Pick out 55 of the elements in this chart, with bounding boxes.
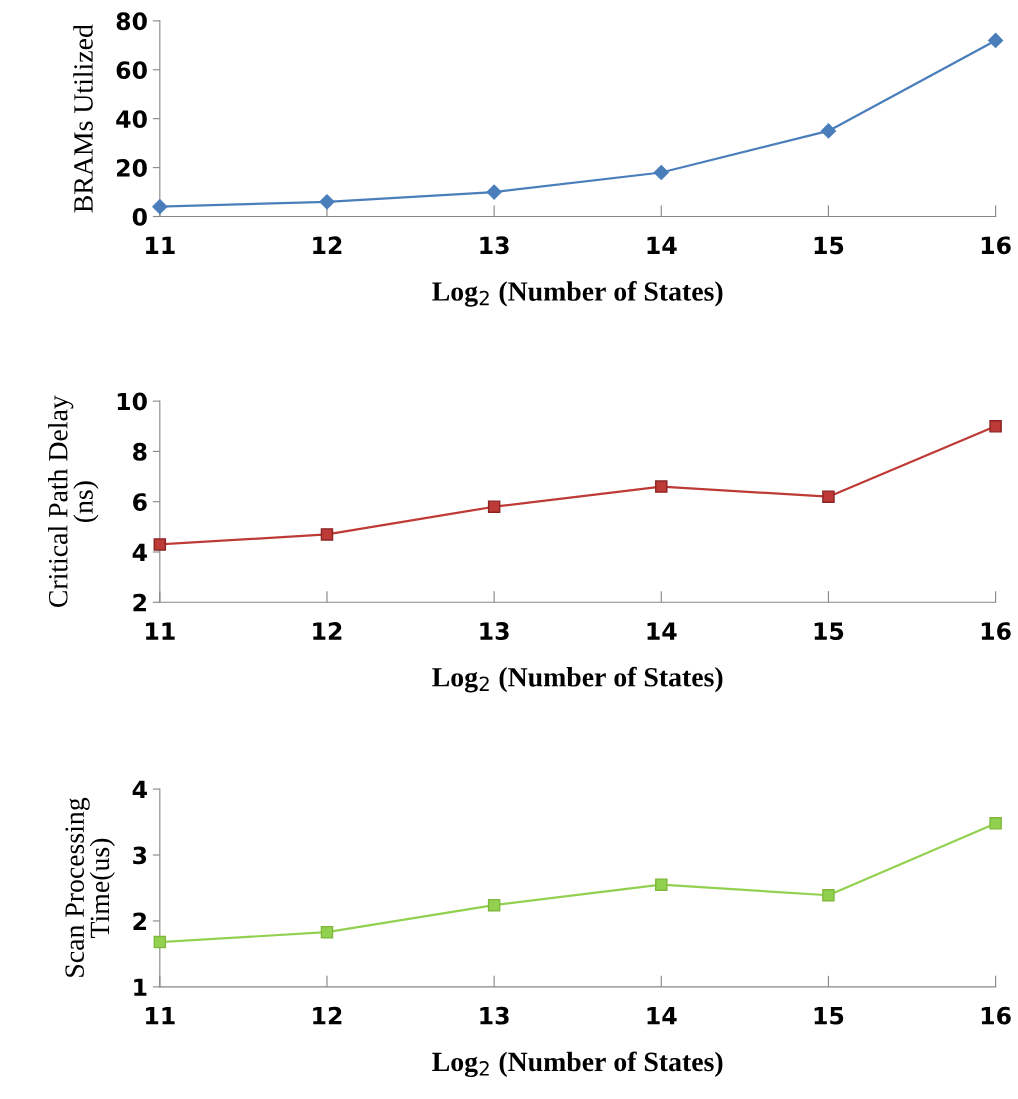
point [988,32,1004,49]
x-tick-label: 11 [146,622,175,640]
y-tick-label: 0 [132,207,147,226]
point [653,164,669,181]
y-tick-label: 40 [116,110,147,128]
y-axis-title: Critical Path Delay (ns) [48,395,99,608]
x-tick-label: 12 [313,1006,342,1025]
y-axis-title: Scan Processing Time(us) [65,797,115,977]
point [153,935,167,949]
point [820,123,837,139]
x-tick-label: 13 [480,1006,509,1025]
y-axis-title: BRAMs Utilized [73,24,93,213]
x-tick-label: 16 [981,622,1011,640]
x-tick-label: 11 [146,236,175,254]
point [320,528,334,541]
point [487,500,501,513]
x-tick-label: 15 [814,622,844,640]
x-axis-title: Log$_{2}$ (Number of States) [432,1051,723,1078]
y-tick-label: 4 [132,780,147,799]
y-tick-label: 2 [133,593,146,612]
x-tick-label: 14 [647,1007,677,1025]
y-tick-label: 3 [133,846,147,865]
y-tick-label: 1 [134,978,147,996]
point [822,888,835,902]
x-tick-label: 14 [647,236,677,254]
x-axis-title: Log$_{2}$ (Number of States) [432,666,723,693]
point [655,878,668,891]
x-tick-label: 15 [814,1007,844,1025]
y-tick-label: 4 [132,543,147,561]
x-tick-label: 12 [313,622,342,640]
y-tick-label: 60 [116,61,147,80]
point [319,194,335,210]
point [320,925,334,939]
y-tick-label: 6 [133,493,147,511]
x-tick-label: 13 [480,622,509,640]
x-tick-label: 14 [647,622,677,640]
x-tick-label: 15 [814,236,844,255]
y-tick-label: 10 [117,392,147,411]
point [487,898,501,912]
x-tick-label: 16 [981,1006,1011,1025]
x-tick-label: 16 [981,236,1011,255]
x-tick-label: 11 [146,1007,175,1025]
y-tick-label: 2 [133,912,146,930]
x-axis-title: Log$_{2}$ (Number of States) [432,281,723,307]
y-tick-label: 80 [116,12,147,31]
point [989,817,1002,830]
y-tick-label: 20 [117,159,147,177]
point [655,480,668,493]
y-tick-label: 8 [133,442,147,461]
point [989,420,1002,433]
point [486,184,502,200]
point [153,538,167,551]
x-tick-label: 12 [313,236,342,254]
x-tick-label: 13 [480,236,509,255]
point [822,490,835,503]
